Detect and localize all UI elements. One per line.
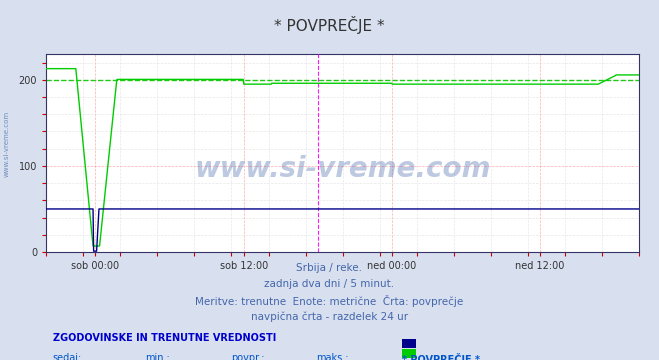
Text: Meritve: trenutne  Enote: metrične  Črta: povprečje: Meritve: trenutne Enote: metrične Črta: … bbox=[195, 295, 464, 307]
Text: navpična črta - razdelek 24 ur: navpična črta - razdelek 24 ur bbox=[251, 311, 408, 322]
Text: sedaj:: sedaj: bbox=[53, 353, 82, 360]
Text: min.:: min.: bbox=[145, 353, 170, 360]
Text: Srbija / reke.: Srbija / reke. bbox=[297, 263, 362, 273]
Text: ZGODOVINSKE IN TRENUTNE VREDNOSTI: ZGODOVINSKE IN TRENUTNE VREDNOSTI bbox=[53, 333, 276, 343]
Text: www.si-vreme.com: www.si-vreme.com bbox=[194, 155, 491, 183]
Text: * POVPREČJE *: * POVPREČJE * bbox=[402, 353, 480, 360]
Text: zadnja dva dni / 5 minut.: zadnja dva dni / 5 minut. bbox=[264, 279, 395, 289]
Text: maks.:: maks.: bbox=[316, 353, 349, 360]
Text: www.si-vreme.com: www.si-vreme.com bbox=[3, 111, 10, 177]
Text: * POVPREČJE *: * POVPREČJE * bbox=[274, 16, 385, 34]
Text: povpr.:: povpr.: bbox=[231, 353, 264, 360]
